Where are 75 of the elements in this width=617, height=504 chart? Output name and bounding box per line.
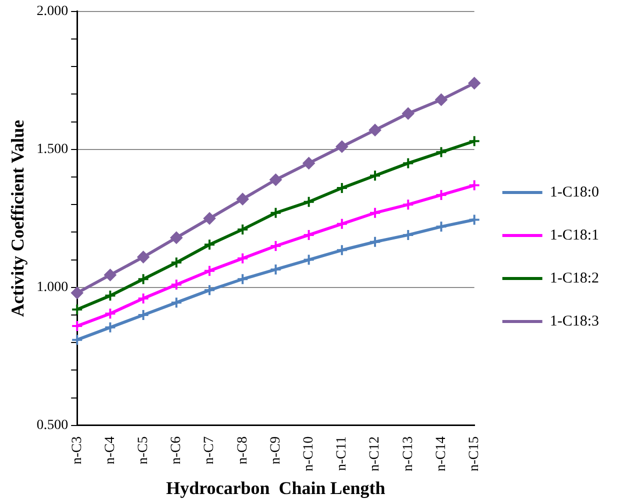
y-tick-label: 2.000 <box>36 4 68 20</box>
point <box>270 240 282 252</box>
point <box>170 256 182 269</box>
point <box>302 254 315 266</box>
point <box>336 140 348 153</box>
point <box>104 321 116 334</box>
point <box>369 236 382 248</box>
point <box>170 278 182 291</box>
point <box>236 223 249 236</box>
y-tick-label: 1.000 <box>36 280 68 296</box>
point <box>71 320 84 332</box>
y-axis-title: Activity Coefficient Value <box>7 120 28 317</box>
point <box>468 214 480 226</box>
x-tick-label: n-C6 <box>169 436 184 464</box>
y-tick-label: 0.500 <box>36 418 68 434</box>
point <box>137 273 150 286</box>
point <box>369 206 382 219</box>
y-tick-label: 1.500 <box>36 142 68 158</box>
point <box>402 198 414 211</box>
point <box>302 157 315 170</box>
point <box>369 170 382 182</box>
x-tick-label: n-C13 <box>400 436 416 472</box>
point <box>71 334 84 346</box>
point <box>236 193 249 206</box>
point <box>302 228 315 241</box>
x-tick-label: n-C4 <box>102 436 118 464</box>
x-tick-label: n-C10 <box>301 436 316 472</box>
point <box>71 286 84 299</box>
legend-label: 1-C18:0 <box>550 184 600 200</box>
x-tick-label: n-C11 <box>334 436 350 471</box>
legend-label: 1-C18:2 <box>550 270 600 286</box>
point <box>204 284 216 296</box>
point <box>104 290 116 302</box>
point <box>435 188 448 201</box>
point <box>137 251 150 264</box>
x-tick-label: n-C15 <box>467 436 482 472</box>
point <box>204 212 216 224</box>
point <box>402 157 414 170</box>
x-tick-label: n-C8 <box>235 436 250 464</box>
x-tick-label: n-C3 <box>70 436 85 464</box>
point <box>402 108 414 120</box>
point <box>336 218 348 230</box>
point <box>468 179 480 192</box>
x-tick-label: n-C12 <box>368 436 383 472</box>
point <box>204 264 216 277</box>
point <box>137 309 150 321</box>
x-tick-label: n-C7 <box>202 436 218 464</box>
point <box>302 196 315 208</box>
legend-label: 1-C18:1 <box>550 227 600 244</box>
point <box>236 252 249 264</box>
x-axis-title: Hydrocarbon Chain Length <box>166 478 386 498</box>
point <box>468 135 480 148</box>
point <box>435 220 448 233</box>
point <box>137 292 150 304</box>
point <box>236 273 249 286</box>
point <box>270 263 282 276</box>
point <box>402 228 414 241</box>
point <box>468 77 480 90</box>
point <box>170 296 182 309</box>
point <box>170 232 182 244</box>
point <box>336 244 348 256</box>
point <box>336 182 348 194</box>
point <box>270 174 282 186</box>
point <box>104 268 116 281</box>
x-tick-label: n-C5 <box>136 436 151 464</box>
x-tick-label: n-C14 <box>434 436 449 472</box>
point <box>435 94 448 106</box>
point <box>71 303 84 316</box>
legend-label: 1-C18:3 <box>550 313 600 330</box>
point <box>435 146 448 158</box>
point <box>369 124 382 136</box>
point <box>204 238 216 251</box>
x-tick-label: n-C9 <box>268 436 284 464</box>
point <box>270 206 282 219</box>
point <box>104 308 116 320</box>
